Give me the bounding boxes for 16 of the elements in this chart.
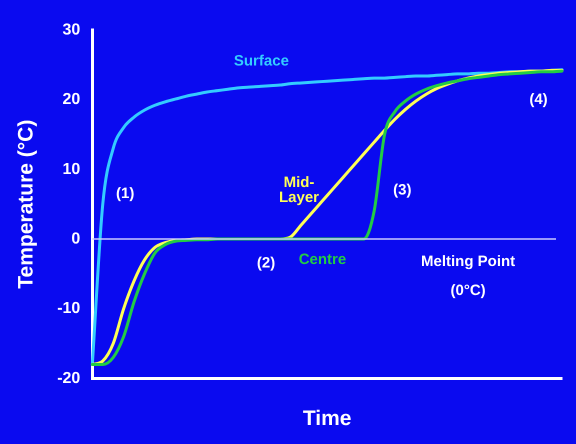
y-axis-title: Temperature (°C) [14, 120, 38, 289]
y-tick-label: 0 [71, 230, 80, 248]
annotation: (4) [529, 90, 548, 108]
y-tick-label: -20 [57, 370, 80, 387]
y-tick-label: 20 [62, 91, 80, 108]
y-tick-label: -10 [57, 300, 80, 318]
series-label: Centre [298, 251, 346, 268]
ref-line-label: Melting Point (0°C) [420, 253, 516, 300]
series-label: Mid-Layer [278, 174, 320, 206]
y-tick-label: 10 [62, 160, 80, 178]
annotation: (3) [393, 181, 412, 198]
annotation: (1) [116, 184, 134, 202]
x-axis-title: Time [302, 407, 352, 430]
y-tick-label: 30 [62, 21, 80, 38]
annotation: (2) [256, 254, 276, 272]
series-label: Surface [234, 52, 289, 70]
